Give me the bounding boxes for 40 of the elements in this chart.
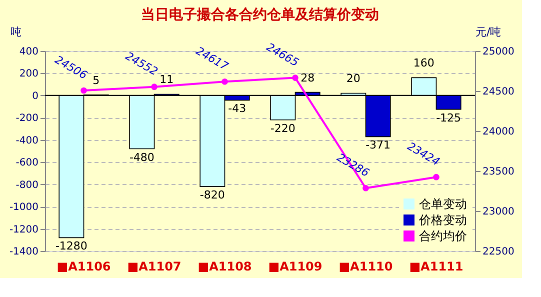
x-tick-label: ■A1107	[127, 260, 182, 274]
legend-label: 价格变动	[418, 213, 467, 227]
x-tick-label: ■A1110	[338, 260, 393, 274]
data-label: 28	[300, 71, 315, 84]
data-label: 20	[346, 72, 360, 86]
chart-title: 当日电子撮合各合约仓单及结算价变动	[141, 6, 379, 23]
data-label: -480	[129, 150, 154, 164]
y-tick-label: -200	[16, 113, 38, 124]
y2-tick-label: 25000	[482, 46, 514, 58]
data-label: 11	[160, 73, 174, 86]
data-label: 160	[413, 56, 434, 70]
x-tick-label: ■A1106	[56, 260, 111, 274]
y-tick-label: -800	[16, 180, 38, 191]
y-tick-label: 0	[32, 90, 38, 102]
y2-tick-label: 22500	[482, 246, 514, 258]
y-axis-title: 吨	[10, 26, 22, 38]
y-tick-label: -600	[16, 158, 38, 169]
y-tick-label: -1000	[9, 202, 38, 214]
data-label: -820	[200, 188, 225, 202]
x-tick-label: ■A1109	[268, 260, 322, 274]
legend-label: 仓单变动	[419, 197, 467, 211]
y2-axis-title: 元/吨	[476, 26, 502, 38]
y2-tick-label: 23500	[482, 166, 514, 178]
legend-label: 合约均价	[419, 229, 467, 243]
y-tick-label: -1400	[9, 246, 38, 258]
data-label: -1280	[55, 240, 88, 253]
data-label: -43	[228, 102, 246, 116]
y-tick-label: 400	[19, 46, 38, 58]
y2-tick-label: 23000	[482, 206, 514, 218]
data-label: -371	[366, 138, 391, 152]
x-tick-label: ■A1108	[198, 260, 252, 274]
y-tick-label: -1200	[9, 224, 38, 236]
y2-tick-label: 24000	[482, 126, 514, 138]
data-label: -125	[436, 111, 462, 124]
x-tick-label: ■A1111	[409, 260, 464, 274]
y-tick-label: -400	[16, 135, 38, 146]
y-tick-label: 200	[19, 68, 38, 80]
data-label: 5	[92, 74, 100, 87]
y2-tick-label: 24500	[482, 86, 514, 98]
data-label: -220	[270, 122, 296, 135]
